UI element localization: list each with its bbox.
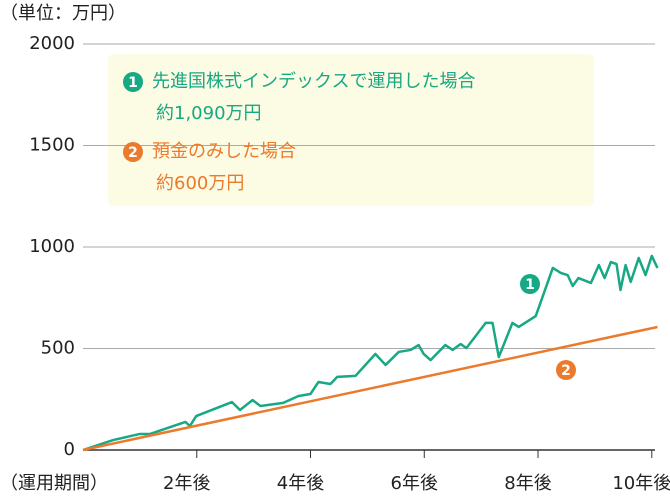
legend-value: 約1,090万円 [156, 103, 262, 124]
y-tick-label: 1500 [29, 135, 75, 156]
line-tag-number: 1 [525, 277, 535, 293]
y-tick-label: 0 [64, 439, 75, 460]
y-axis-label: （単位：万円） [0, 3, 126, 24]
legend-label: 預金のみした場合 [152, 141, 296, 162]
legend-marker [123, 72, 143, 92]
line-tag [520, 274, 540, 294]
x-axis-label: （運用期間） [0, 473, 108, 494]
line-tag-number: 2 [561, 363, 571, 379]
line-tag [556, 360, 576, 380]
x-tick-label: 4年後 [277, 473, 324, 494]
legend-number: 1 [128, 75, 138, 91]
line [82, 254, 659, 452]
legend-value: 約600万円 [156, 173, 244, 194]
y-tick-label: 500 [41, 338, 75, 359]
y-tick-label: 2000 [29, 33, 75, 54]
legend-number: 2 [128, 145, 138, 161]
line [82, 325, 658, 452]
x-tick-label: 10年後 [612, 473, 670, 494]
legend-box [108, 54, 594, 206]
legend-marker [123, 142, 143, 162]
x-tick-label: 8年後 [504, 473, 551, 494]
y-tick-label: 1000 [29, 236, 75, 257]
x-tick-label: 2年後 [163, 473, 210, 494]
x-tick-label: 6年後 [391, 473, 438, 494]
legend-label: 先進国株式インデックスで運用した場合 [152, 71, 475, 92]
